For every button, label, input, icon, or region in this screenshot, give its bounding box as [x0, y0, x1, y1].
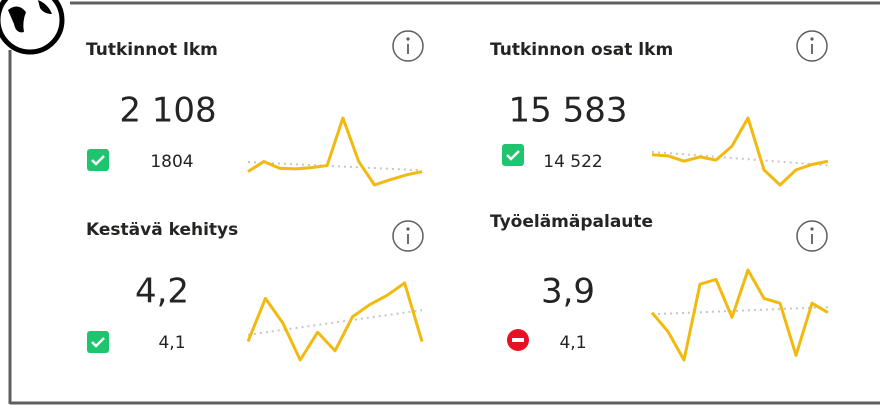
kpi-value: 4,2: [135, 272, 189, 312]
info-dot: [810, 37, 814, 41]
frame: [8, 1, 880, 405]
kpi-value: 15 583: [509, 91, 628, 131]
sparkline: [651, 116, 829, 187]
info-icon: [392, 220, 424, 252]
status-ok: [87, 149, 109, 171]
card-title: Kestävä kehitys: [86, 220, 238, 240]
kpi-card: Tutkinnon osat lkm 15 583 14 522: [490, 30, 829, 187]
kpi-card: Tutkinnot lkm 2 108 1804: [86, 30, 424, 187]
kpi-target: 14 522: [543, 152, 602, 172]
kpi-target: 4,1: [559, 333, 586, 353]
info-circle: [796, 30, 828, 62]
kpi-value: 3,9: [541, 272, 595, 312]
kpi-target: 1804: [150, 152, 193, 172]
trend-line: [651, 306, 829, 316]
info-circle: [392, 30, 424, 62]
kpi-card: Kestävä kehitys 4,2 4,1: [86, 220, 424, 362]
globe-icon: [0, 0, 65, 55]
info-circle: [796, 220, 828, 252]
info-dot: [406, 227, 410, 231]
card-title: Tutkinnon osat lkm: [490, 40, 673, 60]
sparkline: [246, 281, 424, 362]
trend-line: [247, 309, 423, 336]
info-icon: [796, 30, 828, 62]
info-dot: [406, 37, 410, 41]
minus: [512, 338, 524, 342]
sparkline: [650, 268, 829, 362]
status-icon: [502, 144, 524, 166]
card-title: Työelämäpalaute: [490, 212, 653, 232]
status-icon: [87, 331, 109, 353]
card-title: Tutkinnot lkm: [86, 40, 218, 60]
info-dot: [810, 227, 814, 231]
status-ok: [87, 331, 109, 353]
kpi-card: Työelämäpalaute 3,9 4,1: [490, 212, 829, 362]
trend-line: [247, 161, 423, 172]
sparkline: [247, 116, 423, 187]
info-icon: [796, 220, 828, 252]
status-icon: [87, 149, 109, 171]
status-icon: [507, 329, 529, 351]
kpi-target: 4,1: [158, 333, 185, 353]
kpi-value: 2 108: [119, 91, 216, 131]
info-icon: [392, 30, 424, 62]
check: [91, 155, 105, 166]
status-ok: [502, 144, 524, 166]
check: [506, 150, 520, 161]
info-circle: [392, 220, 424, 252]
check: [91, 337, 105, 348]
